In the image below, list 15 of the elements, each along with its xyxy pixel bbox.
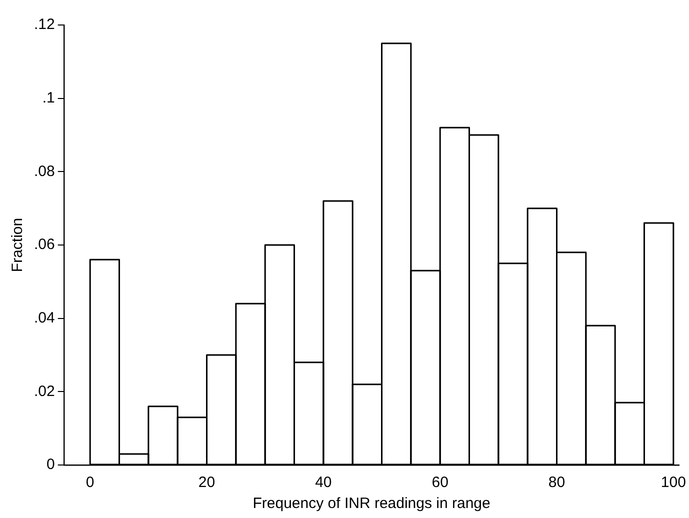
x-tick-label: 0	[86, 474, 94, 492]
x-tick-label: 60	[432, 474, 448, 492]
y-tick-label: .04	[34, 309, 55, 326]
x-axis-title: Frequency of INR readings in range	[252, 495, 490, 512]
y-tick-label: .12	[34, 16, 55, 34]
y-tick-label: .06	[34, 236, 55, 254]
y-tick-label: .08	[34, 162, 55, 180]
y-tick-label: 0	[46, 456, 55, 474]
y-axis-title: Fraction	[9, 218, 26, 272]
x-tick-label: 20	[198, 474, 216, 492]
y-tick-label: .1	[42, 89, 55, 106]
x-tick-label: 100	[660, 474, 686, 492]
x-tick-label: 80	[548, 474, 566, 492]
y-tick-label: .02	[34, 382, 55, 400]
x-tick-label: 40	[315, 474, 332, 492]
